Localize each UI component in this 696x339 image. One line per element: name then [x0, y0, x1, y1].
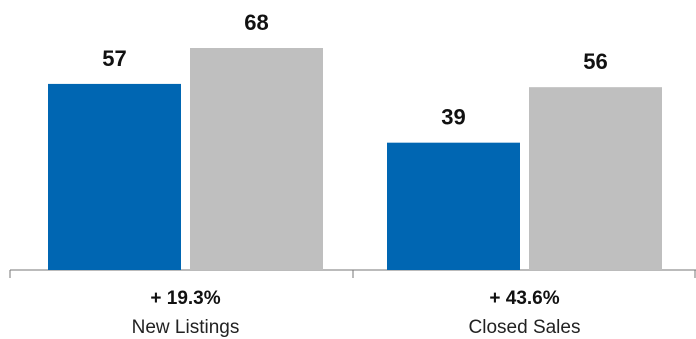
- bar-value-label: 56: [583, 49, 607, 74]
- bar-2-closed-sales: [529, 87, 662, 270]
- bar-value-label: 39: [441, 105, 465, 130]
- bar-value-label: 68: [244, 10, 268, 35]
- bar-1-new-listings: [48, 83, 181, 270]
- change-percent-label: + 43.6%: [489, 288, 559, 309]
- bar-group: [48, 48, 662, 270]
- bar-2-new-listings: [190, 48, 323, 270]
- bar-value-label: 57: [102, 46, 126, 71]
- label-group: 57 68 + 19.3% New Listings 39 56 + 43.6% Closed…: [102, 10, 607, 338]
- bar-1-closed-sales: [387, 142, 520, 270]
- category-label: New Listings: [132, 317, 240, 338]
- change-percent-label: + 19.3%: [150, 288, 220, 309]
- category-label: Closed Sales: [469, 317, 581, 338]
